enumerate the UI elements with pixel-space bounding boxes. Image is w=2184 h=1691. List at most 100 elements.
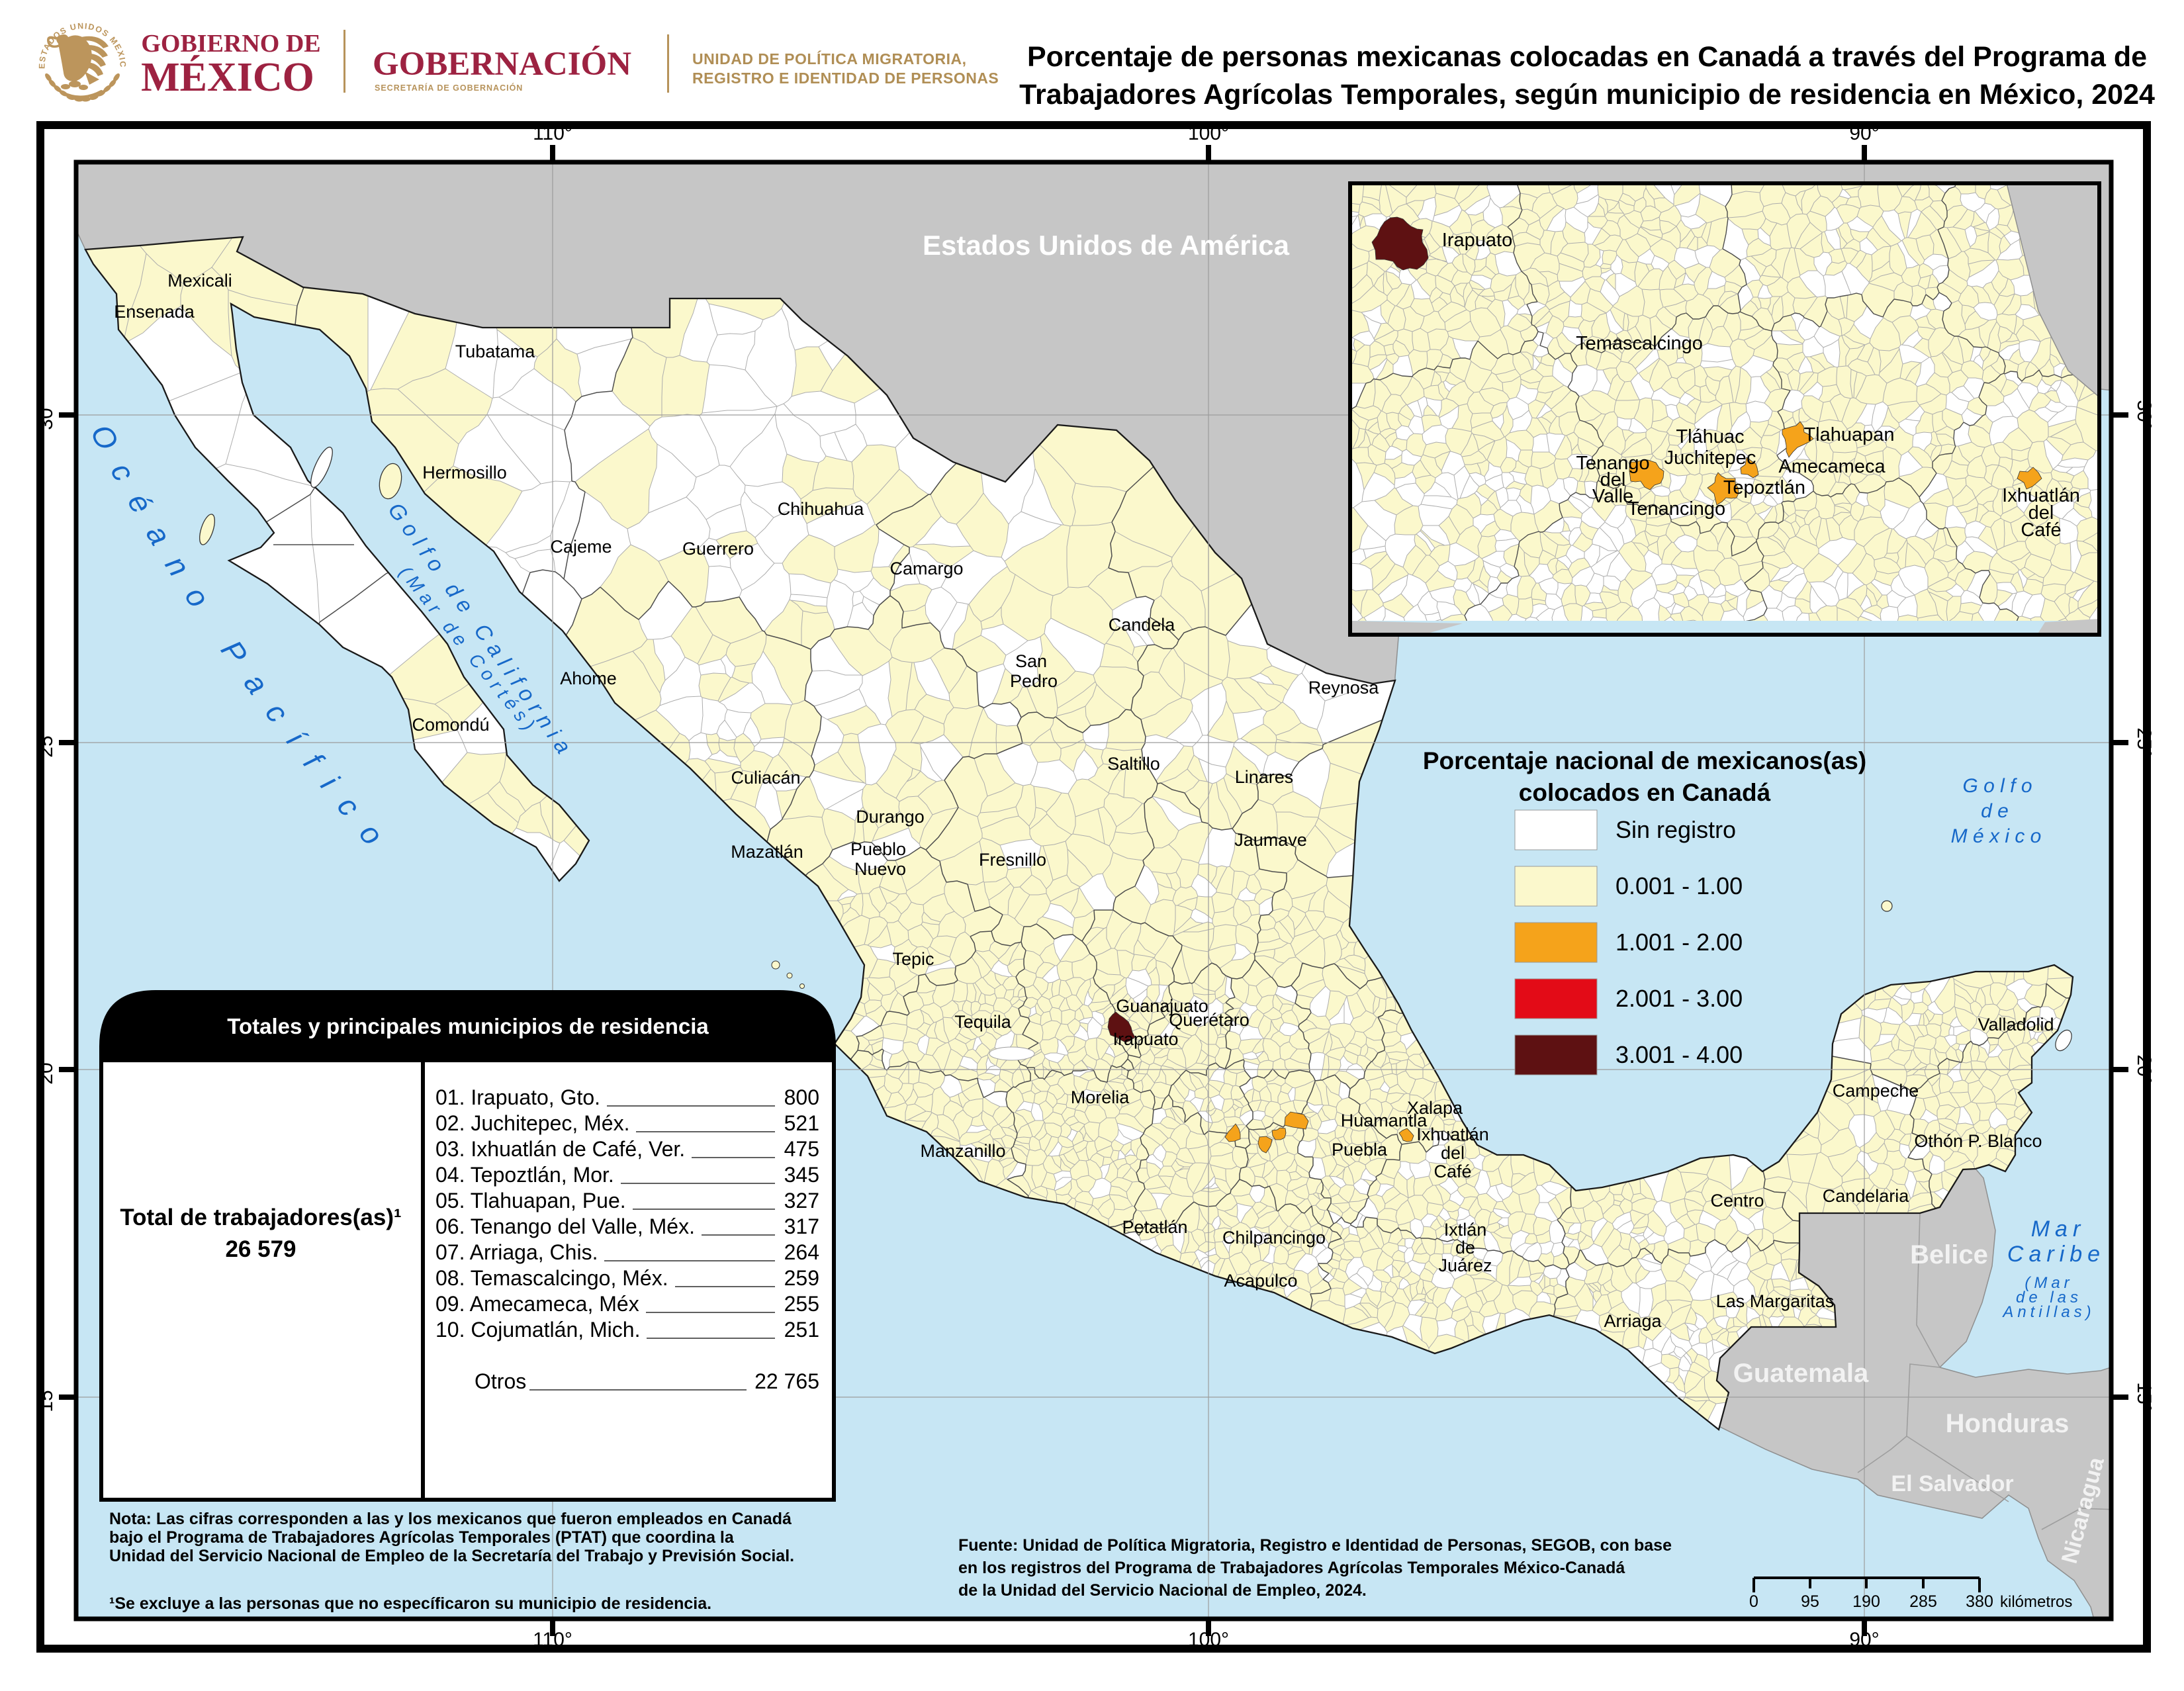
svg-text:22 765: 22 765 (754, 1369, 819, 1393)
svg-text:Total de trabajadores(as)¹: Total de trabajadores(as)¹ (120, 1205, 401, 1230)
svg-text:Nuevo: Nuevo (854, 859, 906, 879)
svg-text:800: 800 (784, 1085, 819, 1109)
svg-text:Irapuato: Irapuato (1113, 1029, 1178, 1049)
svg-text:3.001 - 4.00: 3.001 - 4.00 (1615, 1041, 1743, 1068)
svg-text:Tláhuac: Tláhuac (1676, 426, 1744, 447)
svg-text:colocados en Canadá: colocados en Canadá (1519, 779, 1771, 806)
svg-text:Belice: Belice (1910, 1240, 1988, 1269)
svg-text:15°: 15° (35, 1382, 57, 1412)
svg-text:20°: 20° (2133, 1054, 2155, 1084)
svg-text:26 579: 26 579 (225, 1236, 296, 1262)
svg-text:Ensenada: Ensenada (114, 302, 195, 322)
svg-text:MÉXICO: MÉXICO (141, 55, 314, 100)
svg-text:20°: 20° (35, 1054, 57, 1084)
svg-text:Porcentaje nacional de mexican: Porcentaje nacional de mexicanos(as) (1423, 747, 1866, 774)
svg-text:100°: 100° (1188, 1629, 1229, 1651)
svg-text:317: 317 (784, 1214, 819, 1238)
svg-text:M é x i c o: M é x i c o (1951, 825, 2042, 847)
svg-text:Honduras: Honduras (1946, 1409, 2070, 1438)
svg-text:90°: 90° (1849, 122, 1879, 144)
svg-text:Campeche: Campeche (1833, 1081, 1919, 1101)
svg-text:100°: 100° (1188, 122, 1229, 144)
svg-text:del: del (2028, 502, 2054, 524)
svg-text:Mazatlán: Mazatlán (731, 842, 803, 862)
svg-text:Sin registro: Sin registro (1615, 816, 1736, 843)
svg-text:259: 259 (784, 1266, 819, 1290)
svg-text:521: 521 (784, 1111, 819, 1135)
svg-text:Estados Unidos de América: Estados Unidos de América (923, 230, 1290, 261)
svg-text:Las Margaritas: Las Margaritas (1716, 1291, 1835, 1311)
svg-text:Manzanillo: Manzanillo (920, 1141, 1005, 1161)
svg-text:Valladolid: Valladolid (1978, 1015, 2054, 1034)
svg-text:Antillas): Antillas) (2001, 1303, 2095, 1321)
svg-text:Querétaro: Querétaro (1169, 1010, 1250, 1030)
svg-text:Café: Café (2021, 520, 2061, 541)
svg-text:Saltillo: Saltillo (1107, 754, 1160, 774)
svg-text:110°: 110° (533, 1629, 572, 1651)
svg-text:Tenango: Tenango (1576, 453, 1649, 474)
svg-text:GOBERNACIÓN: GOBERNACIÓN (373, 46, 631, 83)
svg-text:Tenancingo: Tenancingo (1627, 498, 1725, 520)
svg-text:30°: 30° (2133, 400, 2155, 430)
svg-text:Mexicali: Mexicali (167, 271, 232, 291)
svg-text:UNIDAD DE POLÍTICA MIGRATORIA,: UNIDAD DE POLÍTICA MIGRATORIA, (692, 50, 967, 68)
svg-text:Totales y principales municipi: Totales y principales municipios de resi… (227, 1014, 709, 1038)
svg-text:Trabajadores Agrícolas Tempora: Trabajadores Agrícolas Temporales, según… (1019, 79, 2155, 111)
svg-text:Irapuato: Irapuato (1442, 230, 1512, 251)
svg-text:Petatlán: Petatlán (1122, 1217, 1187, 1237)
svg-text:Tepic: Tepic (892, 949, 934, 969)
svg-text:Juárez: Juárez (1438, 1256, 1492, 1275)
svg-text:¹Se excluye a las personas que: ¹Se excluye a las personas que no especí… (109, 1594, 711, 1613)
svg-text:de las: de las (2016, 1289, 2082, 1306)
svg-text:03. Ixhuatlán de Café, Ver.: 03. Ixhuatlán de Café, Ver. (435, 1137, 685, 1161)
svg-text:Fuente: Unidad de Política Mig: Fuente: Unidad de Política Migratoria, R… (958, 1536, 1672, 1555)
svg-text:Arriaga: Arriaga (1604, 1311, 1662, 1331)
svg-text:Ixtlán: Ixtlán (1444, 1220, 1487, 1240)
svg-text:Acapulco: Acapulco (1224, 1271, 1297, 1291)
svg-text:de: de (1455, 1238, 1475, 1257)
svg-text:Tequila: Tequila (954, 1012, 1012, 1032)
svg-text:de la Unidad del Servicio Naci: de la Unidad del Servicio Nacional de Em… (958, 1581, 1367, 1600)
svg-text:2.001 - 3.00: 2.001 - 3.00 (1615, 985, 1743, 1012)
svg-text:en los registros del Programa: en los registros del Programa de Trabaja… (958, 1559, 1625, 1577)
svg-text:475: 475 (784, 1137, 819, 1161)
svg-text:SECRETARÍA DE GOBERNACIÓN: SECRETARÍA DE GOBERNACIÓN (375, 83, 523, 93)
svg-text:285: 285 (1909, 1592, 1937, 1611)
svg-text:(Mar: (Mar (2025, 1274, 2073, 1292)
svg-text:Culiacán: Culiacán (731, 768, 800, 788)
svg-text:02. Juchitepec, Méx.: 02. Juchitepec, Méx. (435, 1111, 629, 1135)
svg-text:08. Temascalcingo, Méx.: 08. Temascalcingo, Méx. (435, 1266, 668, 1290)
svg-text:Caribe: Caribe (2007, 1242, 2105, 1267)
svg-text:30°: 30° (35, 400, 57, 430)
svg-text:Guatemala: Guatemala (1733, 1359, 1869, 1388)
svg-text:Camargo: Camargo (889, 559, 963, 578)
svg-text:Tlahuapan: Tlahuapan (1803, 424, 1894, 445)
svg-text:255: 255 (784, 1292, 819, 1316)
svg-text:Fresnillo: Fresnillo (979, 850, 1046, 870)
svg-text:Morelia: Morelia (1071, 1087, 1130, 1107)
svg-text:bajo el Programa de Trabajador: bajo el Programa de Trabajadores Agrícol… (109, 1528, 735, 1547)
svg-text:Pedro: Pedro (1010, 671, 1058, 691)
svg-text:Tubatama: Tubatama (455, 342, 536, 361)
svg-text:Reynosa: Reynosa (1308, 678, 1380, 698)
svg-text:07. Arriaga, Chis.: 07. Arriaga, Chis. (435, 1240, 598, 1264)
svg-text:10. Cojumatlán, Mich.: 10. Cojumatlán, Mich. (435, 1318, 640, 1342)
svg-text:09. Amecameca, Méx: 09. Amecameca, Méx (435, 1292, 639, 1316)
svg-text:d e: d e (1981, 800, 2009, 822)
svg-text:del: del (1600, 469, 1626, 490)
svg-text:Xalapa: Xalapa (1407, 1098, 1463, 1118)
svg-text:REGISTRO E IDENTIDAD DE PERSON: REGISTRO E IDENTIDAD DE PERSONAS (692, 69, 999, 87)
svg-text:380: 380 (1966, 1592, 1993, 1611)
svg-text:Porcentaje de personas mexican: Porcentaje de personas mexicanas colocad… (1027, 41, 2147, 73)
svg-text:06. Tenango del Valle, Méx.: 06. Tenango del Valle, Méx. (435, 1214, 695, 1238)
svg-text:01. Irapuato, Gto.: 01. Irapuato, Gto. (435, 1085, 600, 1109)
svg-text:04. Tepoztlán, Mor.: 04. Tepoztlán, Mor. (435, 1163, 614, 1187)
svg-text:110°: 110° (533, 122, 572, 144)
svg-text:Guanajuato: Guanajuato (1116, 996, 1208, 1016)
svg-text:kilómetros: kilómetros (2000, 1593, 2072, 1611)
svg-text:Unidad del Servicio Nacional d: Unidad del Servicio Nacional de Empleo d… (109, 1547, 794, 1565)
svg-text:del: del (1441, 1143, 1465, 1163)
svg-text:Puebla: Puebla (1332, 1140, 1388, 1160)
svg-text:Valle: Valle (1592, 486, 1633, 507)
svg-text:Jaumave: Jaumave (1234, 830, 1307, 850)
